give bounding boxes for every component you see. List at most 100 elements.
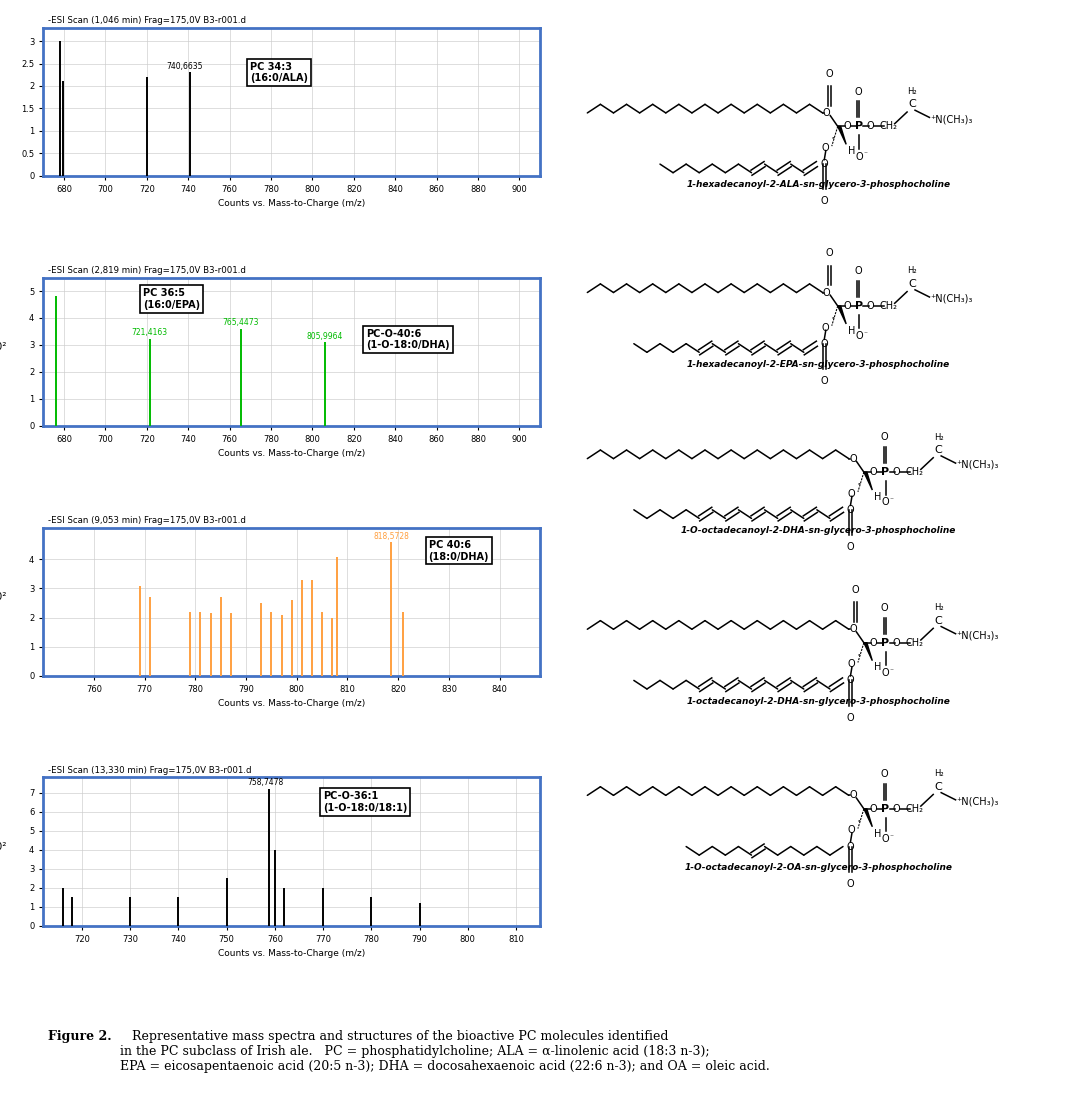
Text: O: O bbox=[848, 660, 856, 670]
Text: O: O bbox=[822, 143, 830, 152]
Text: O: O bbox=[856, 151, 863, 161]
Text: O: O bbox=[847, 543, 854, 552]
Text: O: O bbox=[822, 323, 830, 333]
Text: 818,5728: 818,5728 bbox=[373, 532, 409, 540]
Text: C: C bbox=[935, 615, 942, 625]
Text: H: H bbox=[848, 326, 856, 336]
Text: O: O bbox=[882, 667, 889, 677]
Text: 740,6635: 740,6635 bbox=[166, 62, 203, 71]
Text: PC 36:5
(16:0/EPA): PC 36:5 (16:0/EPA) bbox=[143, 288, 199, 309]
Polygon shape bbox=[864, 643, 872, 661]
Text: P: P bbox=[882, 467, 889, 477]
Text: P: P bbox=[856, 122, 863, 131]
Text: PC 34:3
(16:0/ALA): PC 34:3 (16:0/ALA) bbox=[250, 62, 309, 83]
Text: H: H bbox=[874, 829, 882, 839]
Text: O: O bbox=[870, 467, 877, 477]
Text: PC 40:6
(18:0/DHA): PC 40:6 (18:0/DHA) bbox=[429, 540, 490, 561]
Text: H₂: H₂ bbox=[934, 603, 943, 612]
Text: 1-O-octadecanoyl-2-OA-sn-glycero-3-phosphocholine: 1-O-octadecanoyl-2-OA-sn-glycero-3-phosp… bbox=[684, 863, 952, 872]
Text: O: O bbox=[847, 878, 854, 888]
Text: '': '' bbox=[832, 137, 835, 143]
Text: O: O bbox=[866, 122, 874, 131]
Text: O: O bbox=[854, 266, 862, 276]
Y-axis label: x10²: x10² bbox=[0, 341, 8, 351]
Text: 765,4473: 765,4473 bbox=[223, 318, 259, 327]
Text: O: O bbox=[882, 834, 889, 844]
Text: O: O bbox=[821, 339, 828, 349]
Text: O: O bbox=[823, 108, 831, 118]
Text: 1-O-octadecanoyl-2-DHA-sn-glycero-3-phosphocholine: 1-O-octadecanoyl-2-DHA-sn-glycero-3-phos… bbox=[680, 526, 956, 535]
Text: H₂: H₂ bbox=[908, 87, 917, 96]
Text: O: O bbox=[825, 249, 833, 259]
Text: P: P bbox=[882, 638, 889, 648]
Text: CH₂: CH₂ bbox=[905, 638, 924, 648]
Text: C: C bbox=[935, 445, 942, 455]
Text: ⁺N(CH₃)₃: ⁺N(CH₃)₃ bbox=[956, 460, 999, 470]
Text: O: O bbox=[847, 675, 854, 685]
Text: PC-O-36:1
(1-O-18:0/18:1): PC-O-36:1 (1-O-18:0/18:1) bbox=[323, 791, 407, 813]
Text: P: P bbox=[856, 301, 863, 311]
Text: O: O bbox=[848, 488, 856, 498]
Text: O: O bbox=[849, 790, 857, 800]
Text: O: O bbox=[849, 454, 857, 464]
Text: ⁻: ⁻ bbox=[863, 329, 867, 338]
Text: O: O bbox=[892, 803, 900, 813]
Text: -ESI Scan (2,819 min) Frag=175,0V B3-r001.d: -ESI Scan (2,819 min) Frag=175,0V B3-r00… bbox=[49, 266, 246, 275]
Text: ⁻: ⁻ bbox=[863, 150, 867, 159]
Text: ⁻: ⁻ bbox=[889, 495, 893, 505]
Y-axis label: x10²: x10² bbox=[0, 842, 8, 852]
Text: PC-O-40:6
(1-O-18:0/DHA): PC-O-40:6 (1-O-18:0/DHA) bbox=[366, 328, 449, 350]
Text: -ESI Scan (13,330 min) Frag=175,0V B3-r001.d: -ESI Scan (13,330 min) Frag=175,0V B3-r0… bbox=[49, 766, 251, 776]
Text: 758,7478: 758,7478 bbox=[247, 778, 284, 787]
Polygon shape bbox=[838, 126, 846, 145]
Text: ⁺N(CH₃)₃: ⁺N(CH₃)₃ bbox=[930, 294, 973, 304]
Text: 805,9964: 805,9964 bbox=[306, 332, 343, 341]
Text: O: O bbox=[856, 332, 863, 341]
Text: '': '' bbox=[858, 819, 861, 825]
Text: '': '' bbox=[858, 653, 861, 659]
Text: 721,4163: 721,4163 bbox=[132, 328, 168, 337]
Text: O: O bbox=[880, 432, 888, 442]
Text: O: O bbox=[825, 69, 833, 78]
Text: O: O bbox=[851, 586, 859, 596]
Text: O: O bbox=[821, 376, 828, 386]
Text: O: O bbox=[854, 87, 862, 97]
Polygon shape bbox=[864, 472, 872, 490]
Text: 1-hexadecanoyl-2-ALA-sn-glycero-3-phosphocholine: 1-hexadecanoyl-2-ALA-sn-glycero-3-phosph… bbox=[687, 180, 951, 189]
Text: CH₂: CH₂ bbox=[905, 467, 924, 477]
Text: P: P bbox=[882, 803, 889, 813]
Text: '': '' bbox=[858, 482, 861, 488]
Text: O: O bbox=[849, 624, 857, 634]
Text: O: O bbox=[847, 842, 854, 852]
Text: H₂: H₂ bbox=[934, 432, 943, 442]
Text: O: O bbox=[892, 638, 900, 648]
X-axis label: Counts vs. Mass-to-Charge (m/z): Counts vs. Mass-to-Charge (m/z) bbox=[218, 949, 365, 958]
Text: ⁻: ⁻ bbox=[889, 832, 893, 841]
Text: H: H bbox=[848, 146, 856, 156]
Text: Representative mass spectra and structures of the bioactive PC molecules identif: Representative mass spectra and structur… bbox=[120, 1030, 770, 1073]
Text: CH₂: CH₂ bbox=[879, 301, 898, 311]
Text: O: O bbox=[892, 467, 900, 477]
Text: CH₂: CH₂ bbox=[879, 122, 898, 131]
Text: H: H bbox=[874, 492, 882, 502]
Text: H: H bbox=[874, 663, 882, 673]
Text: H₂: H₂ bbox=[934, 769, 943, 778]
Text: C: C bbox=[935, 781, 942, 792]
X-axis label: Counts vs. Mass-to-Charge (m/z): Counts vs. Mass-to-Charge (m/z) bbox=[218, 699, 365, 708]
Text: O: O bbox=[866, 301, 874, 311]
Text: Figure 2.: Figure 2. bbox=[49, 1030, 112, 1043]
Text: O: O bbox=[882, 497, 889, 507]
Text: ⁺N(CH₃)₃: ⁺N(CH₃)₃ bbox=[956, 631, 999, 641]
Text: O: O bbox=[844, 301, 851, 311]
Text: O: O bbox=[847, 713, 854, 723]
Text: ⁺N(CH₃)₃: ⁺N(CH₃)₃ bbox=[930, 114, 973, 124]
Text: -ESI Scan (9,053 min) Frag=175,0V B3-r001.d: -ESI Scan (9,053 min) Frag=175,0V B3-r00… bbox=[49, 516, 246, 525]
Text: O: O bbox=[844, 122, 851, 131]
Text: O: O bbox=[848, 825, 856, 835]
Text: H₂: H₂ bbox=[908, 266, 917, 275]
Polygon shape bbox=[838, 306, 846, 324]
Text: O: O bbox=[870, 803, 877, 813]
Text: CH₂: CH₂ bbox=[905, 803, 924, 813]
Text: 1-hexadecanoyl-2-EPA-sn-glycero-3-phosphocholine: 1-hexadecanoyl-2-EPA-sn-glycero-3-phosph… bbox=[687, 360, 950, 369]
X-axis label: Counts vs. Mass-to-Charge (m/z): Counts vs. Mass-to-Charge (m/z) bbox=[218, 450, 365, 459]
